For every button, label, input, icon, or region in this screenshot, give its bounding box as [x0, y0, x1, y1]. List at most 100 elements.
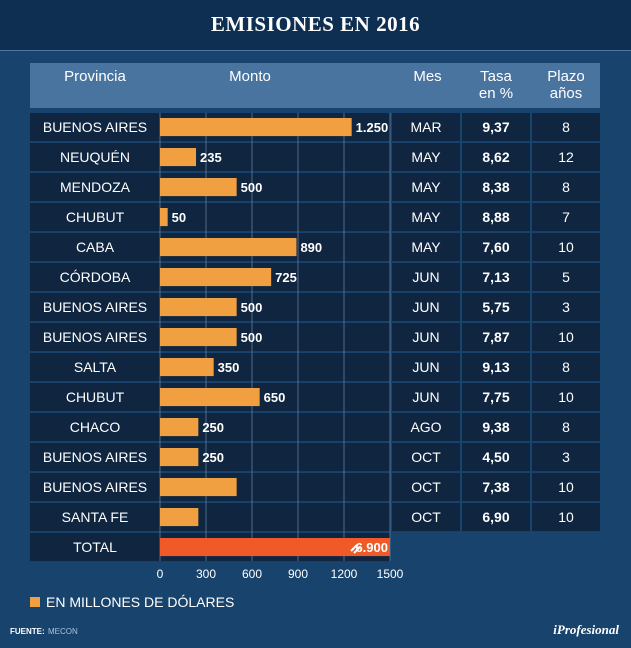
tasa-value: 7,13	[482, 269, 509, 285]
row-mes-bg	[392, 473, 460, 502]
plazo-value: 3	[562, 299, 570, 315]
category-label: BUENOS AIRES	[43, 449, 147, 465]
row-plazo-bg	[532, 173, 600, 202]
category-label: BUENOS AIRES	[43, 299, 147, 315]
tasa-value: 9,38	[482, 419, 509, 435]
bar	[160, 358, 214, 377]
row-plazo-bg	[532, 233, 600, 262]
tasa-value: 8,38	[482, 179, 509, 195]
header-plazo: Plazo años	[532, 68, 600, 102]
header-plazo-line2: años	[549, 85, 583, 102]
plazo-value: 8	[562, 359, 570, 375]
title-bar: EMISIONES EN 2016	[0, 0, 631, 51]
row-plazo-bg	[532, 503, 600, 532]
total-value-label: 6.900	[355, 540, 388, 555]
row-tasa-bg	[462, 443, 530, 472]
page-title: EMISIONES EN 2016	[210, 12, 421, 36]
axis-break-mark	[350, 544, 358, 552]
row-plazo-bg	[532, 353, 600, 382]
data-label: 725	[275, 270, 297, 285]
plazo-value: 7	[562, 209, 570, 225]
tasa-value: 6,90	[482, 509, 509, 525]
brand-logo: iProfesional	[553, 622, 619, 637]
header-mes: Mes	[413, 68, 442, 85]
row-tasa-bg	[462, 383, 530, 412]
row-mes-bg	[392, 443, 460, 472]
plazo-value: 10	[558, 239, 574, 255]
bar	[160, 178, 237, 197]
x-tick-label: 1500	[377, 567, 404, 581]
bar	[160, 118, 352, 137]
header-plazo-line1: Plazo	[547, 68, 585, 85]
row-mes-bg	[392, 323, 460, 352]
mes-value: OCT	[411, 479, 441, 495]
row-tasa-bg	[462, 473, 530, 502]
bar	[160, 148, 197, 167]
total-label: TOTAL	[73, 539, 117, 555]
x-tick-label: 0	[157, 567, 164, 581]
data-label: 500	[241, 330, 263, 345]
mes-value: MAY	[411, 209, 441, 225]
category-label: CABA	[76, 239, 115, 255]
row-tasa-bg	[462, 353, 530, 382]
row-tasa-bg	[462, 503, 530, 532]
data-label: 50	[172, 210, 186, 225]
category-label: CHUBUT	[66, 389, 125, 405]
bar	[160, 508, 199, 527]
category-label: SALTA	[74, 359, 117, 375]
row-mes-bg	[392, 503, 460, 532]
row-mes-bg	[392, 293, 460, 322]
mes-value: JUN	[412, 329, 439, 345]
row-plazo-bg	[532, 263, 600, 292]
plazo-value: 8	[562, 419, 570, 435]
tasa-value: 4,50	[482, 449, 509, 465]
bar	[160, 268, 272, 287]
category-label: CÓRDOBA	[60, 269, 131, 285]
header-monto: Monto	[229, 68, 271, 85]
row-plazo-bg	[532, 413, 600, 442]
plazo-value: 8	[562, 119, 570, 135]
row-left-bg	[30, 413, 390, 442]
axis-break-mark	[353, 546, 361, 554]
legend-swatch	[30, 597, 40, 607]
row-mes-bg	[392, 353, 460, 382]
category-label: BUENOS AIRES	[43, 119, 147, 135]
row-plazo-bg	[532, 113, 600, 142]
data-label: 250	[202, 450, 224, 465]
tasa-value: 8,62	[482, 149, 509, 165]
category-label: CHACO	[70, 419, 121, 435]
category-label: CHUBUT	[66, 209, 125, 225]
row-plazo-bg	[532, 143, 600, 172]
row-mes-bg	[392, 113, 460, 142]
data-label: 350	[218, 360, 240, 375]
row-mes-bg	[392, 143, 460, 172]
x-tick-label: 600	[242, 567, 262, 581]
source-label: FUENTE:	[10, 627, 45, 636]
tasa-value: 8,88	[482, 209, 509, 225]
mes-value: JUN	[412, 359, 439, 375]
category-label: BUENOS AIRES	[43, 479, 147, 495]
mes-value: JUN	[412, 299, 439, 315]
data-label: 500	[241, 180, 263, 195]
header-tasa-line1: Tasa	[480, 68, 512, 85]
header-provincia: Provincia	[64, 68, 126, 85]
row-tasa-bg	[462, 173, 530, 202]
row-mes-bg	[392, 233, 460, 262]
x-tick-label: 1200	[331, 567, 358, 581]
tasa-value: 7,87	[482, 329, 509, 345]
plazo-value: 10	[558, 479, 574, 495]
mes-value: MAY	[411, 149, 441, 165]
bar	[160, 478, 237, 497]
row-left-bg	[30, 503, 390, 532]
tasa-value: 7,38	[482, 479, 509, 495]
mes-value: JUN	[412, 389, 439, 405]
bar	[160, 448, 199, 467]
row-tasa-bg	[462, 203, 530, 232]
data-label: 650	[264, 390, 286, 405]
row-plazo-bg	[532, 383, 600, 412]
total-bar	[160, 538, 390, 557]
mes-value: MAR	[410, 119, 441, 135]
row-left-bg	[30, 203, 390, 232]
category-label: NEUQUÉN	[60, 149, 130, 165]
